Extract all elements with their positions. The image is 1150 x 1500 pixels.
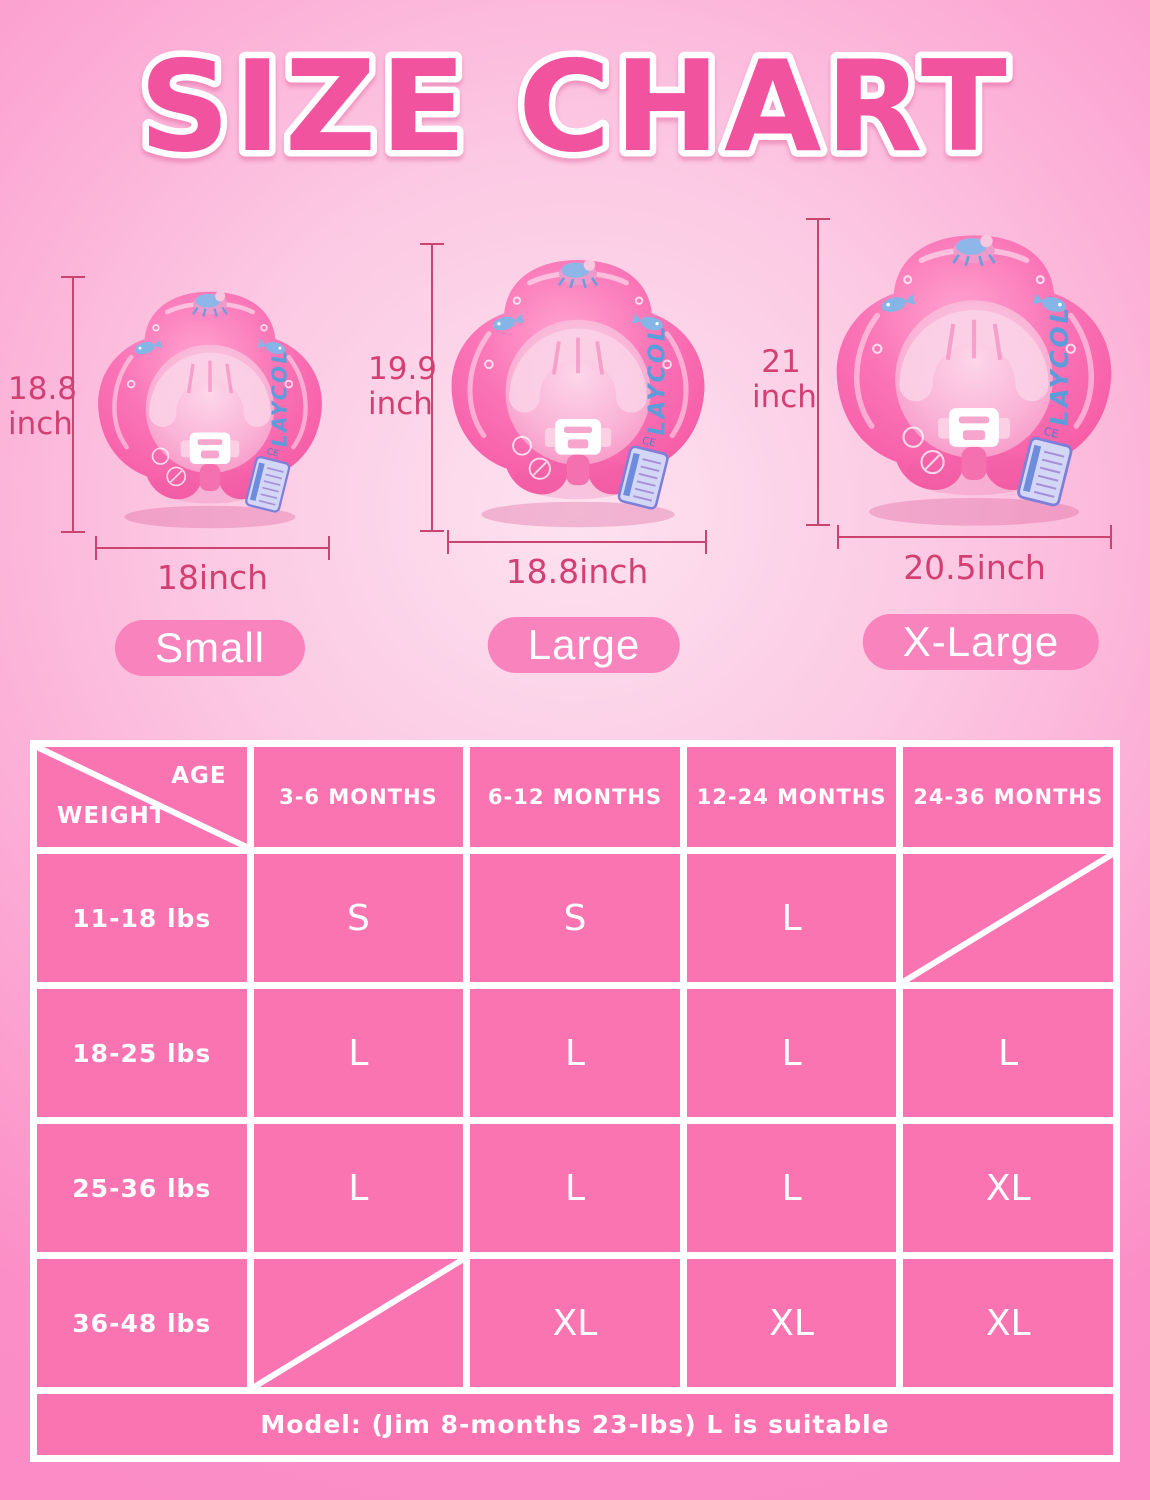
height-line-large	[420, 243, 444, 532]
height-unit-small: inch	[8, 405, 73, 442]
size-cell-na	[903, 854, 1113, 982]
height-unit-large: inch	[368, 385, 433, 422]
size-pill-xlarge: X-Large	[862, 614, 1100, 670]
height-value-xlarge: 21	[761, 344, 801, 380]
size-table: AGE WEIGHT 3-6 MONTHS 6-12 MONTHS 12-24 …	[30, 740, 1120, 1462]
height-label-small: 18.8 inch	[8, 371, 78, 442]
page-title-graphic: SIZE CHART	[133, 30, 1014, 185]
width-line-small	[95, 536, 330, 560]
size-cell: XL	[903, 1124, 1113, 1252]
size-pill-large: Large	[487, 617, 681, 673]
float-illustration-xlarge	[822, 216, 1126, 534]
size-cell-na	[253, 1259, 464, 1387]
size-pill-small: Small	[114, 620, 306, 676]
height-label-xlarge: 21 inch	[752, 344, 817, 415]
height-value-small: 18.8	[8, 371, 78, 407]
age-header: 3-6 MONTHS	[253, 747, 464, 847]
size-cell: L	[253, 1124, 464, 1252]
width-line-xlarge	[837, 525, 1112, 549]
size-cell: L	[903, 989, 1113, 1117]
age-header: 24-36 MONTHS	[903, 747, 1113, 847]
width-label-large: 18.8inch	[505, 552, 649, 591]
corner-diagonal	[37, 747, 247, 847]
float-illustration-large	[438, 242, 718, 535]
na-diagonal	[254, 1259, 464, 1387]
weight-label: 11-18 lbs	[37, 854, 247, 982]
size-cell: L	[470, 1124, 680, 1252]
model-note: Model: (Jim 8-months 23-lbs) L is suitab…	[37, 1394, 1113, 1455]
width-line-large	[447, 530, 707, 554]
weight-label: 25-36 lbs	[37, 1124, 247, 1252]
height-line-xlarge	[806, 218, 830, 526]
height-value-large: 19.9	[368, 351, 438, 387]
weight-label: 36-48 lbs	[37, 1259, 247, 1387]
table-corner-cell: AGE WEIGHT	[37, 747, 247, 847]
size-cell: L	[686, 989, 897, 1117]
size-cell: L	[686, 1124, 897, 1252]
size-cell: L	[253, 989, 464, 1117]
age-header: 12-24 MONTHS	[686, 747, 897, 847]
height-label-large: 19.9 inch	[368, 351, 438, 422]
width-label-xlarge: 20.5inch	[903, 548, 1046, 587]
width-label-small: 18inch	[156, 558, 269, 597]
size-cell: S	[253, 854, 464, 982]
size-cell: XL	[903, 1259, 1113, 1387]
size-cell: S	[470, 854, 680, 982]
float-illustration-small	[86, 276, 334, 535]
size-cell: L	[470, 989, 680, 1117]
page-title: SIZE CHART	[139, 33, 1011, 180]
corner-age-label: AGE	[171, 763, 227, 789]
age-header: 6-12 MONTHS	[470, 747, 680, 847]
corner-weight-label: WEIGHT	[57, 803, 167, 829]
height-line-small	[61, 276, 85, 533]
height-unit-xlarge: inch	[752, 378, 817, 415]
na-diagonal	[903, 854, 1113, 982]
weight-label: 18-25 lbs	[37, 989, 247, 1117]
size-cell: XL	[686, 1259, 897, 1387]
size-cell: XL	[470, 1259, 680, 1387]
size-cell: L	[686, 854, 897, 982]
